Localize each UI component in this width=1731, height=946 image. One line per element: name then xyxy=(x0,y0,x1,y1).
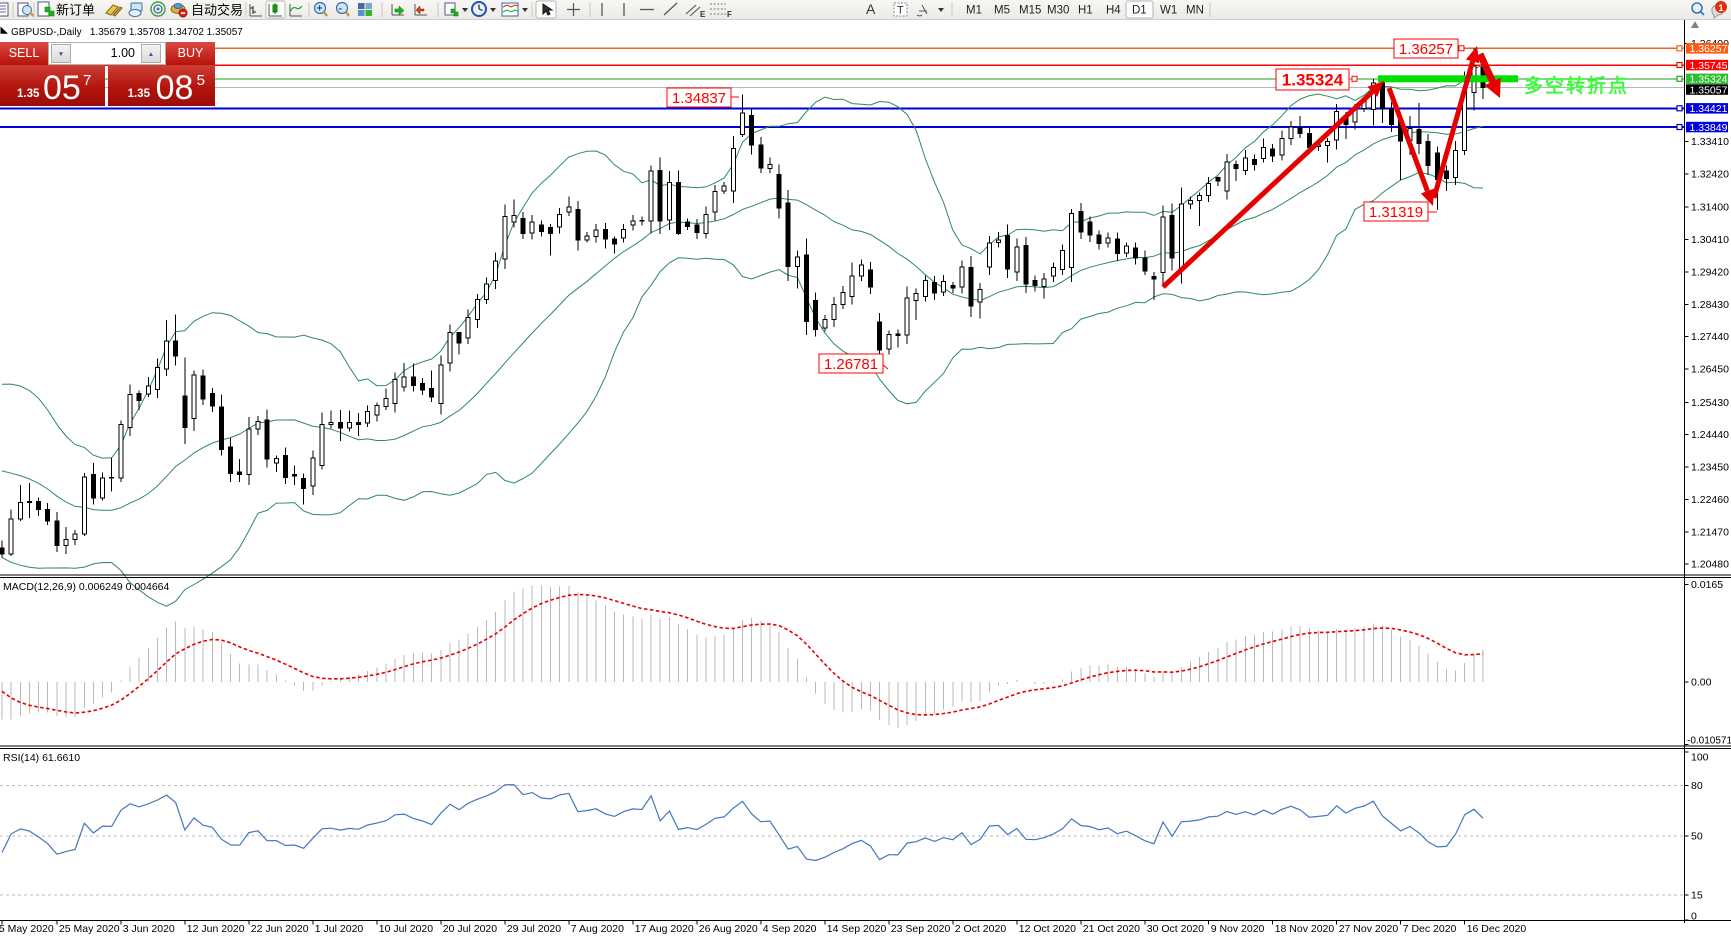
svg-text:29 Jul 2020: 29 Jul 2020 xyxy=(507,923,561,935)
svg-text:1.25430: 1.25430 xyxy=(1691,397,1729,409)
svg-text:H1: H1 xyxy=(1078,5,1093,17)
svg-text:30 Oct 2020: 30 Oct 2020 xyxy=(1147,923,1204,935)
svg-text:14 Sep 2020: 14 Sep 2020 xyxy=(827,923,887,935)
svg-text:1.31319: 1.31319 xyxy=(1369,204,1423,221)
svg-text:H4: H4 xyxy=(1106,5,1121,17)
svg-text:0: 0 xyxy=(1691,911,1697,923)
svg-text:80: 80 xyxy=(1691,780,1703,792)
svg-text:23 Sep 2020: 23 Sep 2020 xyxy=(891,923,951,935)
svg-text:M30: M30 xyxy=(1047,5,1069,17)
svg-text:1.36257: 1.36257 xyxy=(1399,41,1453,58)
svg-text:12 Oct 2020: 12 Oct 2020 xyxy=(1019,923,1076,935)
svg-text:26 Aug 2020: 26 Aug 2020 xyxy=(699,923,758,935)
svg-text:7 Dec 2020: 7 Dec 2020 xyxy=(1403,923,1457,935)
svg-text:-0.010571: -0.010571 xyxy=(1687,736,1731,747)
svg-text:1.34837: 1.34837 xyxy=(672,90,726,107)
svg-text:RSI(14) 61.6610: RSI(14) 61.6610 xyxy=(3,752,80,764)
svg-text:1.29420: 1.29420 xyxy=(1691,266,1729,278)
svg-text:4 Sep 2020: 4 Sep 2020 xyxy=(763,923,817,935)
svg-text:15: 15 xyxy=(1691,889,1703,901)
svg-text:A: A xyxy=(866,1,876,17)
svg-text:0.0165: 0.0165 xyxy=(1691,579,1723,591)
svg-text:D1: D1 xyxy=(1132,5,1147,17)
svg-text:M5: M5 xyxy=(994,5,1010,17)
svg-text:1: 1 xyxy=(1719,3,1724,13)
svg-text:16 Dec 2020: 16 Dec 2020 xyxy=(1467,923,1527,935)
svg-text:1.32420: 1.32420 xyxy=(1691,168,1729,180)
svg-text:15 May 2020: 15 May 2020 xyxy=(0,923,54,935)
svg-text:1.26450: 1.26450 xyxy=(1691,364,1729,376)
svg-text:1.23450: 1.23450 xyxy=(1691,462,1729,474)
svg-text:自动交易: 自动交易 xyxy=(191,3,243,18)
svg-text:100: 100 xyxy=(1691,752,1709,764)
svg-text:22 Jun 2020: 22 Jun 2020 xyxy=(251,923,309,935)
svg-text:1.30410: 1.30410 xyxy=(1691,234,1729,246)
svg-text:1.33849: 1.33849 xyxy=(1690,122,1728,134)
svg-text:3 Jun 2020: 3 Jun 2020 xyxy=(123,923,175,935)
svg-text:1.20480: 1.20480 xyxy=(1691,559,1729,571)
svg-text:T: T xyxy=(897,5,904,17)
svg-text:1.33410: 1.33410 xyxy=(1691,136,1729,148)
svg-text:1.27440: 1.27440 xyxy=(1691,331,1729,343)
svg-text:0.00: 0.00 xyxy=(1691,676,1712,688)
svg-text:27 Nov 2020: 27 Nov 2020 xyxy=(1339,923,1399,935)
svg-text:20 Jul 2020: 20 Jul 2020 xyxy=(443,923,497,935)
svg-text:1.35324: 1.35324 xyxy=(1690,74,1728,86)
svg-text:17 Aug 2020: 17 Aug 2020 xyxy=(635,923,694,935)
svg-text:M15: M15 xyxy=(1019,5,1041,17)
svg-text:1.21470: 1.21470 xyxy=(1691,526,1729,538)
svg-text:多空转折点: 多空转折点 xyxy=(1524,74,1629,97)
svg-text:50: 50 xyxy=(1691,831,1703,843)
svg-text:W1: W1 xyxy=(1160,5,1177,17)
svg-text:1.34421: 1.34421 xyxy=(1690,103,1728,115)
svg-text:25 May 2020: 25 May 2020 xyxy=(59,923,120,935)
svg-text:1.31400: 1.31400 xyxy=(1691,202,1729,214)
svg-text:7 Aug 2020: 7 Aug 2020 xyxy=(571,923,624,935)
svg-text:1.35324: 1.35324 xyxy=(1282,71,1344,90)
svg-text:1.26781: 1.26781 xyxy=(824,356,878,373)
svg-text:MACD(12,26,9) 0.006249 0.00466: MACD(12,26,9) 0.006249 0.004664 xyxy=(3,581,170,593)
svg-text:21 Oct 2020: 21 Oct 2020 xyxy=(1083,923,1140,935)
svg-text:MN: MN xyxy=(1186,5,1204,17)
svg-text:18 Nov 2020: 18 Nov 2020 xyxy=(1275,923,1335,935)
svg-text:1.22460: 1.22460 xyxy=(1691,494,1729,506)
svg-text:12 Jun 2020: 12 Jun 2020 xyxy=(187,923,245,935)
svg-text:9 Nov 2020: 9 Nov 2020 xyxy=(1211,923,1265,935)
svg-text:E: E xyxy=(700,10,706,19)
svg-text:M1: M1 xyxy=(966,5,982,17)
svg-text:F: F xyxy=(727,10,732,19)
svg-text:1.28430: 1.28430 xyxy=(1691,299,1729,311)
svg-text:1 Jul 2020: 1 Jul 2020 xyxy=(315,923,364,935)
svg-text:新订单: 新订单 xyxy=(56,3,95,18)
svg-text:10 Jul 2020: 10 Jul 2020 xyxy=(379,923,433,935)
svg-text:1.35057: 1.35057 xyxy=(1690,84,1728,96)
svg-text:1.35745: 1.35745 xyxy=(1690,60,1728,72)
svg-text:1.36257: 1.36257 xyxy=(1690,43,1728,55)
svg-text:+: + xyxy=(317,4,323,15)
svg-text:-: - xyxy=(339,4,342,15)
svg-text:2 Oct 2020: 2 Oct 2020 xyxy=(955,923,1007,935)
svg-text:1.24440: 1.24440 xyxy=(1691,429,1729,441)
